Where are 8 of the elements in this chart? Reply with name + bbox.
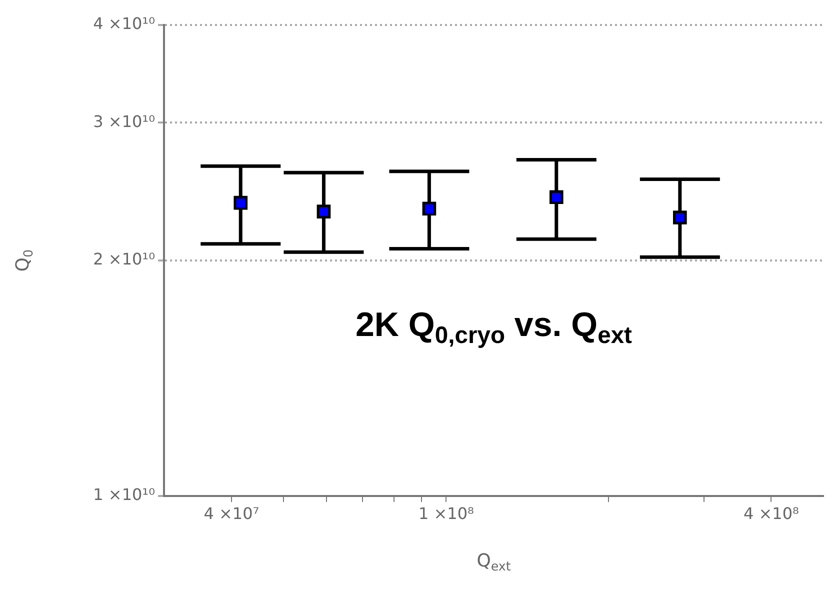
x-tick-label: 4 ×10⁷ [204, 504, 260, 523]
x-tick-label: 4 ×10⁸ [743, 504, 799, 523]
y-tick-label: 1 ×10¹⁰ [93, 485, 155, 504]
y-tick-label: 4 ×10¹⁰ [93, 14, 155, 34]
y-tick-label: 2 ×10¹⁰ [93, 250, 155, 269]
y-tick-label: 3 ×10¹⁰ [93, 112, 155, 131]
x-tick-label: 1 ×10⁸ [418, 504, 474, 523]
y-axis-title: Q0 [12, 249, 36, 272]
